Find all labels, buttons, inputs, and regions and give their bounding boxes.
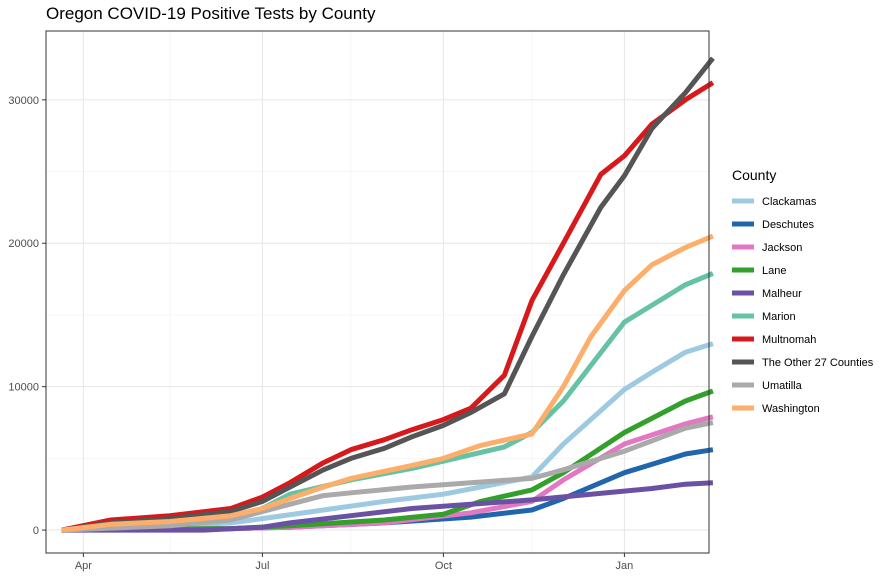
series-line-washington [61, 233, 714, 533]
legend-label: Umatilla [762, 380, 803, 392]
plot-panel [46, 31, 709, 553]
x-tick-label: Apr [75, 560, 92, 572]
legend-title: County [732, 167, 776, 183]
y-tick-label: 30000 [8, 95, 39, 107]
x-tick-label: Jan [616, 560, 634, 572]
legend-label: Lane [762, 265, 786, 277]
legend-label: Deschutes [762, 219, 814, 231]
legend-label: Marion [762, 311, 796, 323]
legend-label: The Other 27 Counties [762, 357, 874, 369]
legend-label: Jackson [762, 242, 802, 254]
y-tick-label: 10000 [8, 382, 39, 394]
y-tick-label: 20000 [8, 238, 39, 250]
plot-border [45, 30, 710, 554]
chart-title: Oregon COVID-19 Positive Tests by County [46, 4, 376, 23]
y-tick-label: 0 [33, 525, 39, 537]
x-tick-label: Jul [255, 560, 269, 572]
x-tick-label: Oct [435, 560, 452, 572]
series-line-the-other-27-counties [61, 56, 715, 533]
series-line-malheur [61, 480, 714, 533]
legend-label: Multnomah [762, 334, 816, 346]
legend-label: Clackamas [762, 196, 817, 208]
legend-label: Malheur [762, 288, 802, 300]
series-line-multnomah [61, 80, 715, 533]
legend-label: Washington [762, 403, 820, 415]
series-line-umatilla [61, 420, 714, 533]
